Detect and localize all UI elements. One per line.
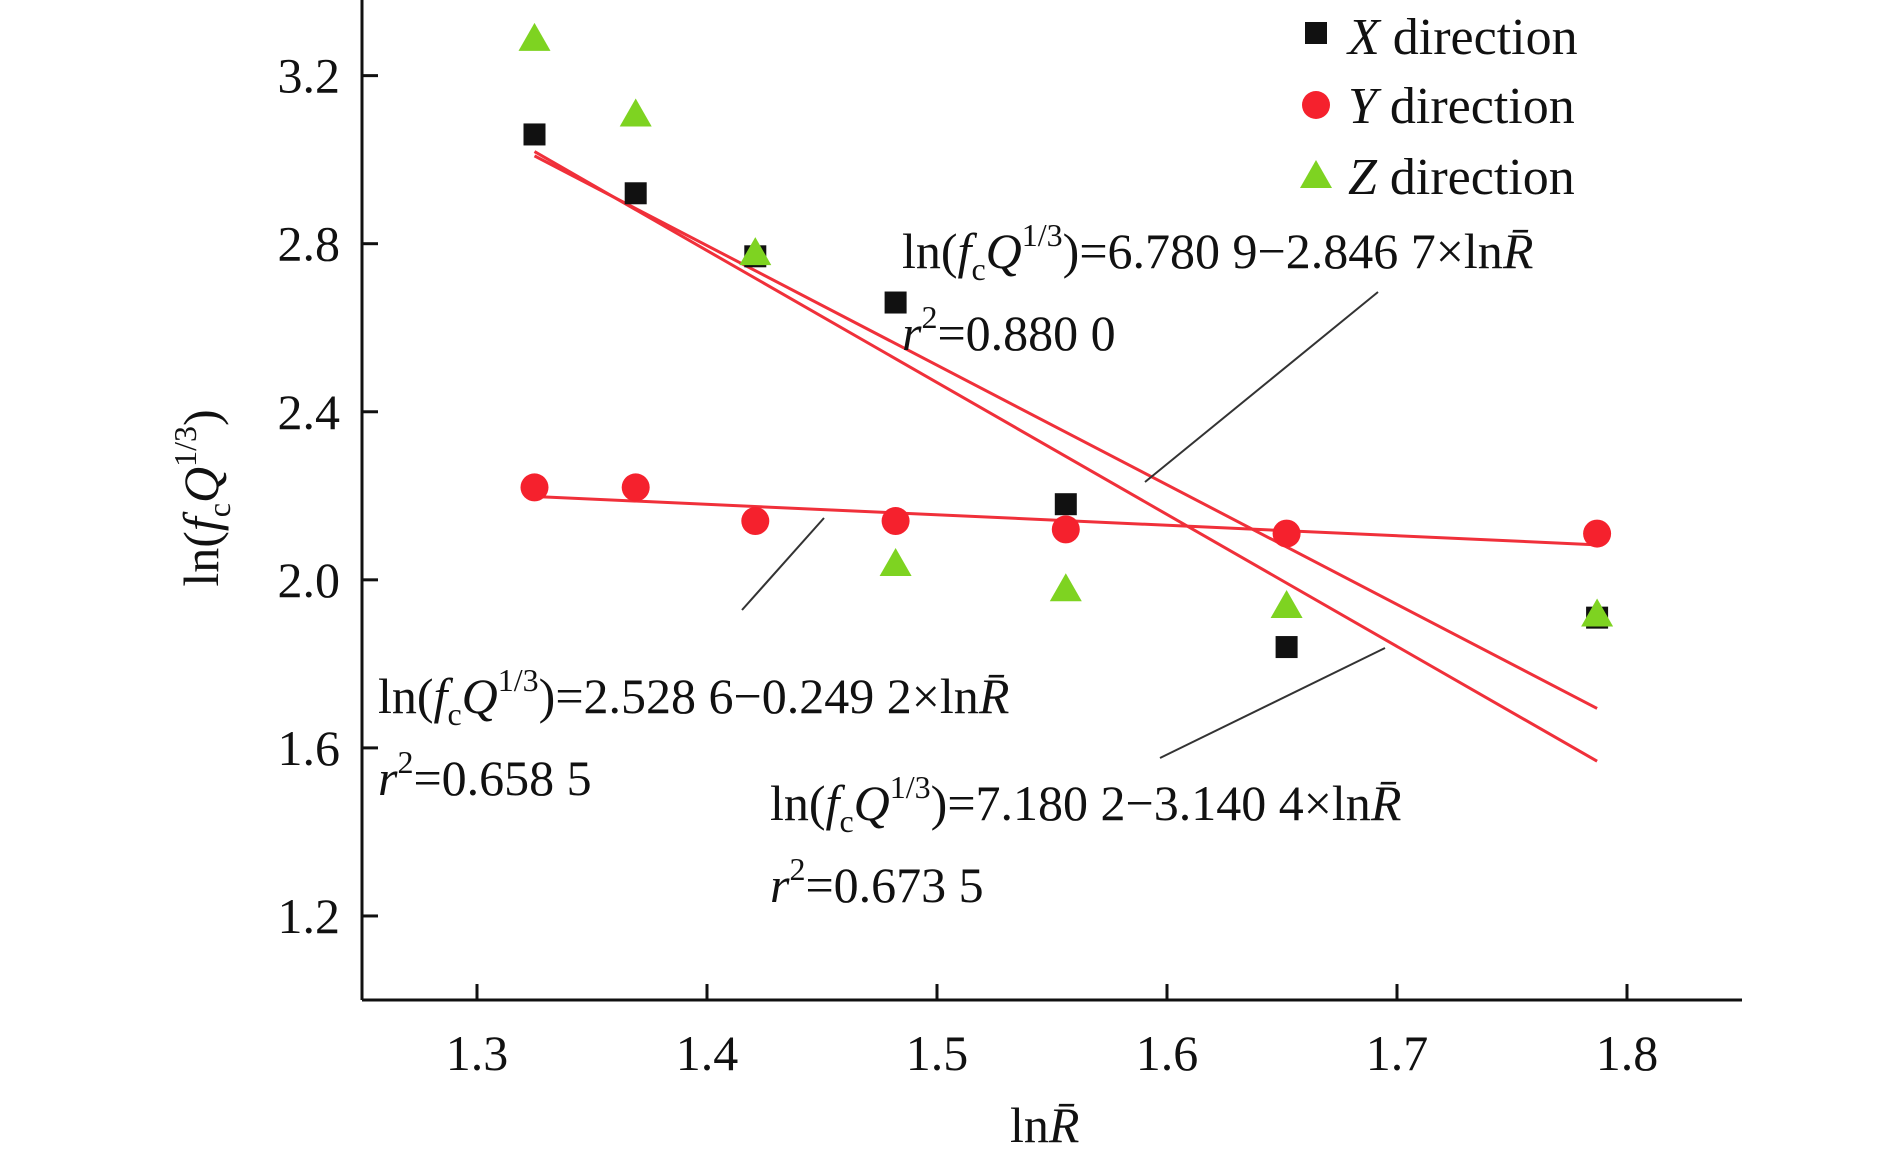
y-tick-label: 3.2: [278, 48, 341, 104]
axis-ticks: 1.3 1.4 1.5 1.6 1.7 1.8 1.2 1.6 2.0 2.4 2.8 3.2: [278, 48, 1659, 1081]
legend-marker-square: [1305, 22, 1327, 44]
equation-z-value: =7.180 2−3.140 4×ln: [947, 775, 1371, 831]
y-tick-label: 2.4: [278, 384, 341, 440]
equation-z: ln(fcQ1/3)=7.180 2−3.140 4×lnR̄: [770, 769, 1401, 839]
legend-suffix-x: direction: [1380, 9, 1578, 66]
equation-y-value: =2.528 6−0.249 2×ln: [555, 668, 979, 724]
data-point-circle: [741, 507, 770, 536]
x-tick-label: 1.8: [1596, 1025, 1659, 1081]
x-tick-label: 1.6: [1136, 1025, 1199, 1081]
data-point-triangle: [879, 548, 912, 577]
legend-item-x: X direction: [1305, 9, 1578, 66]
legend-suffix-y: direction: [1377, 78, 1575, 135]
legend: X direction Y direction Z direction: [1300, 9, 1578, 206]
data-point-circle: [520, 473, 549, 502]
callout-line-x: [1144, 291, 1379, 483]
x-tick-label: 1.4: [676, 1025, 739, 1081]
equation-x: ln(fcQ1/3)=6.780 9−2.846 7×lnR̄: [902, 217, 1533, 287]
x-tick-label: 1.3: [446, 1025, 509, 1081]
equation-x-value: =6.780 9−2.846 7×ln: [1079, 223, 1503, 279]
legend-label-z: Z direction: [1348, 149, 1575, 206]
y-axis-title: ln(fcQ1/3): [167, 409, 237, 586]
legend-suffix-z: direction: [1377, 149, 1575, 206]
data-point-square: [884, 291, 907, 314]
legend-letter-y: Y: [1348, 78, 1382, 135]
data-point-square: [523, 123, 546, 146]
data-point-square: [1275, 636, 1298, 659]
data-point-triangle: [1270, 590, 1303, 619]
data-points: [518, 22, 1614, 659]
r2-x: r2=0.880 0: [902, 299, 1116, 361]
r2-y: r2=0.658 5: [378, 744, 592, 806]
data-point-circle: [1583, 519, 1612, 548]
x-axis-title: lnR̄: [1010, 1097, 1079, 1153]
data-point-triangle: [1581, 598, 1614, 627]
legend-item-y: Y direction: [1302, 78, 1575, 135]
y-tick-label: 1.2: [278, 888, 341, 944]
r2-x-value: =0.880 0: [937, 305, 1115, 361]
legend-item-z: Z direction: [1300, 149, 1575, 206]
callout-line-z: [1159, 647, 1386, 759]
fit-z-line: [533, 150, 1598, 763]
data-point-triangle: [1049, 573, 1082, 602]
y-tick-label: 2.0: [278, 552, 341, 608]
data-point-circle: [621, 473, 650, 502]
data-point-triangle: [619, 98, 652, 127]
legend-letter-x: X: [1346, 9, 1382, 66]
callout-lines: [741, 291, 1386, 759]
legend-marker-triangle: [1300, 160, 1332, 188]
legend-marker-circle: [1302, 91, 1330, 119]
legend-label-x: X direction: [1346, 9, 1578, 66]
data-point-circle: [1051, 515, 1080, 544]
data-point-triangle: [739, 237, 772, 266]
legend-letter-z: Z: [1348, 149, 1378, 206]
equation-y: ln(fcQ1/3)=2.528 6−0.249 2×lnR̄: [378, 662, 1009, 732]
fit-x-line: [533, 154, 1598, 710]
callout-line-y: [741, 517, 825, 611]
x-tick-label: 1.5: [906, 1025, 969, 1081]
y-tick-label: 2.8: [278, 216, 341, 272]
data-point-square: [624, 182, 647, 205]
x-tick-label: 1.7: [1366, 1025, 1429, 1081]
data-point-circle: [881, 507, 910, 536]
data-point-triangle: [518, 22, 551, 51]
y-tick-label: 1.6: [278, 720, 341, 776]
data-point-circle: [1272, 519, 1301, 548]
r2-z: r2=0.673 5: [770, 851, 984, 913]
legend-label-y: Y direction: [1348, 78, 1575, 135]
r2-y-value: =0.658 5: [413, 750, 591, 806]
data-point-square: [1054, 493, 1077, 516]
r2-z-value: =0.673 5: [805, 857, 983, 913]
